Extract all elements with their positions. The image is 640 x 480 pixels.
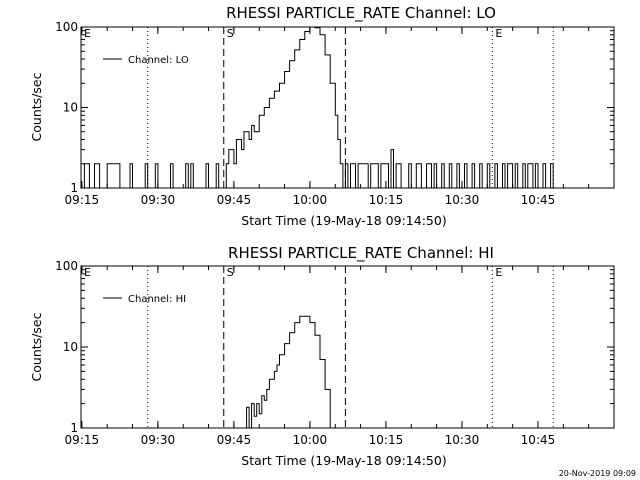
x-tick-label: 09:15 [65, 433, 100, 447]
panel-channel-hi: RHESSI PARTICLE_RATE Channel: HI Counts/… [29, 244, 615, 468]
y-tick-label: 10 [63, 340, 78, 354]
data-series [244, 315, 331, 429]
plot-frame [80, 265, 615, 429]
x-tick-label: 10:30 [445, 433, 480, 447]
y-axis-label: Counts/sec [29, 72, 44, 141]
x-tick-label: 10:00 [293, 193, 328, 207]
x-tick-label: 10:45 [521, 433, 556, 447]
x-tick-label: 10:45 [521, 193, 556, 207]
x-tick-label: 10:15 [369, 193, 404, 207]
marker-label: E [495, 266, 502, 279]
marker-label: E [84, 27, 91, 40]
y-tick-label: 10 [63, 101, 78, 115]
x-tick-label: 09:30 [141, 193, 176, 207]
x-tick-label: 09:45 [217, 193, 252, 207]
marker-label: S [227, 266, 234, 279]
legend-label: Channel: LO [128, 55, 189, 66]
legend: Channel: HI [103, 294, 186, 305]
marker-label: E [84, 266, 91, 279]
x-tick-label: 09:15 [65, 193, 100, 207]
x-tick-label: 09:30 [141, 433, 176, 447]
marker-label: E [495, 27, 502, 40]
x-axis-label: Start Time (19-May-18 09:14:50) [241, 213, 446, 228]
axis-ticks: 1 10 100 09:15 09:30 09:45 10:00 10:15 10:30 10:4… [55, 259, 615, 447]
legend-label: Channel: HI [128, 294, 186, 305]
y-tick-label: 1 [70, 181, 78, 195]
x-tick-label: 10:15 [369, 433, 404, 447]
axis-ticks: 1 10 100 09:15 09:30 09:45 10:00 10:15 10:30 10:4… [55, 20, 615, 207]
chart-title: RHESSI PARTICLE_RATE Channel: LO [226, 4, 496, 23]
plot-frame [80, 26, 615, 189]
x-tick-label: 09:45 [217, 433, 252, 447]
y-tick-label: 100 [55, 20, 78, 34]
generation-timestamp: 20-Nov-2019 09:09 [559, 469, 636, 478]
y-tick-label: 1 [70, 421, 78, 435]
y-tick-label: 100 [55, 259, 78, 273]
chart-title: RHESSI PARTICLE_RATE Channel: HI [228, 244, 494, 263]
x-tick-label: 10:00 [293, 433, 328, 447]
series-line [244, 315, 331, 429]
x-tick-label: 10:30 [445, 193, 480, 207]
marker-label: S [227, 27, 234, 40]
panel-channel-lo: RHESSI PARTICLE_RATE Channel: LO Counts/… [29, 4, 615, 228]
x-axis-label: Start Time (19-May-18 09:14:50) [241, 453, 446, 468]
legend: Channel: LO [103, 55, 189, 66]
y-axis-label: Counts/sec [29, 312, 44, 381]
